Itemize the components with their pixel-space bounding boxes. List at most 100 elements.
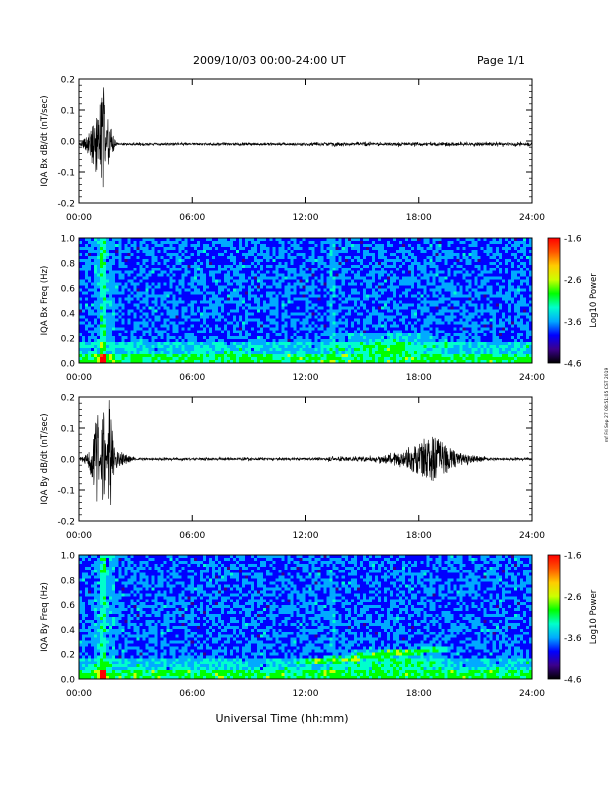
spectrogram-cell	[293, 267, 297, 272]
spectrogram-cell	[202, 291, 207, 295]
spectrogram-cell	[329, 339, 334, 343]
spectrogram-cell	[91, 291, 95, 295]
spectrogram-cell	[136, 309, 140, 313]
spectrogram-cell	[287, 348, 291, 352]
spectrogram-cell	[245, 336, 249, 340]
spectrogram-cell	[139, 252, 143, 257]
spectrogram-cell	[166, 294, 170, 298]
spectrogram-cell	[399, 291, 403, 295]
spectrogram-cell	[347, 285, 352, 289]
spectrogram-cell	[211, 267, 216, 272]
spectrogram-cell	[405, 333, 409, 337]
spectrogram-cell	[414, 327, 418, 331]
spectrogram-cell	[275, 273, 279, 278]
spectrogram-cell	[284, 238, 288, 242]
spectrogram-cell	[387, 318, 391, 322]
spectrogram-cell	[184, 354, 189, 358]
spectrogram-cell	[97, 294, 101, 298]
spectrogram-cell	[314, 324, 318, 328]
spectrogram-cell	[139, 255, 143, 260]
spectrogram-cell	[356, 261, 361, 266]
spectrogram-cell	[402, 348, 406, 352]
spectrogram-cell	[272, 243, 276, 248]
spectrogram-cell	[190, 255, 195, 260]
spectrogram-cell	[142, 240, 146, 245]
spectrogram-cell	[205, 309, 210, 313]
spectrogram-cell	[293, 294, 297, 298]
spectrogram-cell	[263, 297, 267, 301]
spectrogram-cell	[371, 318, 376, 322]
spectrogram-cell	[251, 312, 255, 316]
spectrogram-cell	[103, 345, 107, 349]
spectrogram-cell	[160, 345, 164, 349]
spectrogram-cell	[109, 300, 113, 304]
spectrogram-cell	[405, 315, 409, 319]
spectrogram-cell	[187, 238, 192, 242]
spectrogram-cell	[94, 300, 98, 304]
spectrogram-cell	[353, 348, 358, 352]
spectrogram-cell	[275, 243, 279, 248]
spectrogram-cell	[417, 339, 421, 343]
spectrogram-cell	[299, 243, 303, 248]
spectrogram-cell	[341, 342, 346, 346]
spectrogram-cell	[387, 342, 391, 346]
spectrogram-cell	[79, 273, 83, 278]
spectrogram-cell	[106, 309, 110, 313]
spectrogram-cell	[287, 318, 291, 322]
y-tick-label: 1.0	[61, 235, 76, 245]
spectrogram-cell	[362, 327, 367, 331]
spectrogram-cell	[130, 339, 134, 343]
spectrogram-cell	[79, 297, 83, 301]
spectrogram-cell	[166, 288, 170, 292]
spectrogram-cell	[160, 264, 164, 269]
spectrogram-cell	[377, 264, 382, 269]
spectrogram-cell	[402, 246, 406, 251]
spectrogram-cell	[350, 261, 355, 266]
spectrogram-cell	[287, 300, 291, 304]
spectrogram-cell	[320, 342, 325, 346]
spectrogram-cell	[178, 288, 183, 292]
spectrogram-cell	[420, 294, 424, 298]
spectrogram-cell	[251, 264, 255, 269]
spectrogram-cell	[353, 339, 358, 343]
spectrogram-cell	[130, 348, 134, 352]
spectrogram-cell	[368, 291, 373, 295]
spectrogram-cell	[299, 312, 303, 316]
spectrogram-cell	[390, 238, 394, 242]
spectrogram-cell	[411, 348, 415, 352]
spectrogram-cell	[230, 309, 234, 313]
spectrogram-cell	[290, 238, 294, 242]
spectrogram-cell	[281, 306, 285, 310]
spectrogram-cell	[124, 238, 128, 242]
spectrogram-cell	[233, 246, 237, 251]
spectrogram-cell	[251, 327, 255, 331]
spectrogram-cell	[230, 327, 234, 331]
spectrogram-cell	[88, 342, 92, 346]
spectrogram-cell	[278, 273, 282, 278]
spectrogram-cell	[290, 330, 294, 334]
spectrogram-cell	[248, 285, 252, 289]
spectrogram-cell	[272, 342, 276, 346]
spectrogram-cell	[187, 345, 192, 349]
spectrogram-cell	[103, 261, 107, 266]
spectrogram-cell	[121, 288, 125, 292]
spectrogram-cell	[308, 276, 312, 281]
spectrogram-cell	[284, 351, 288, 355]
spectrogram-cell	[356, 282, 361, 287]
spectrogram-cell	[239, 255, 243, 260]
spectrogram-cell	[106, 357, 110, 361]
spectrogram-cell	[266, 279, 270, 284]
spectrogram-cell	[308, 303, 312, 307]
spectrogram-cell	[94, 249, 98, 254]
spectrogram-cell	[208, 267, 213, 272]
spectrogram-cell	[368, 324, 373, 328]
spectrogram-cell	[230, 303, 234, 307]
spectrogram-cell	[260, 246, 264, 251]
spectrogram-cell	[287, 261, 291, 266]
spectrogram-cell	[338, 354, 343, 358]
spectrogram-cell	[172, 348, 177, 352]
spectrogram-cell	[154, 345, 158, 349]
spectrogram-cell	[142, 342, 146, 346]
spectrogram-cell	[148, 282, 152, 287]
spectrogram-cell	[320, 315, 325, 319]
